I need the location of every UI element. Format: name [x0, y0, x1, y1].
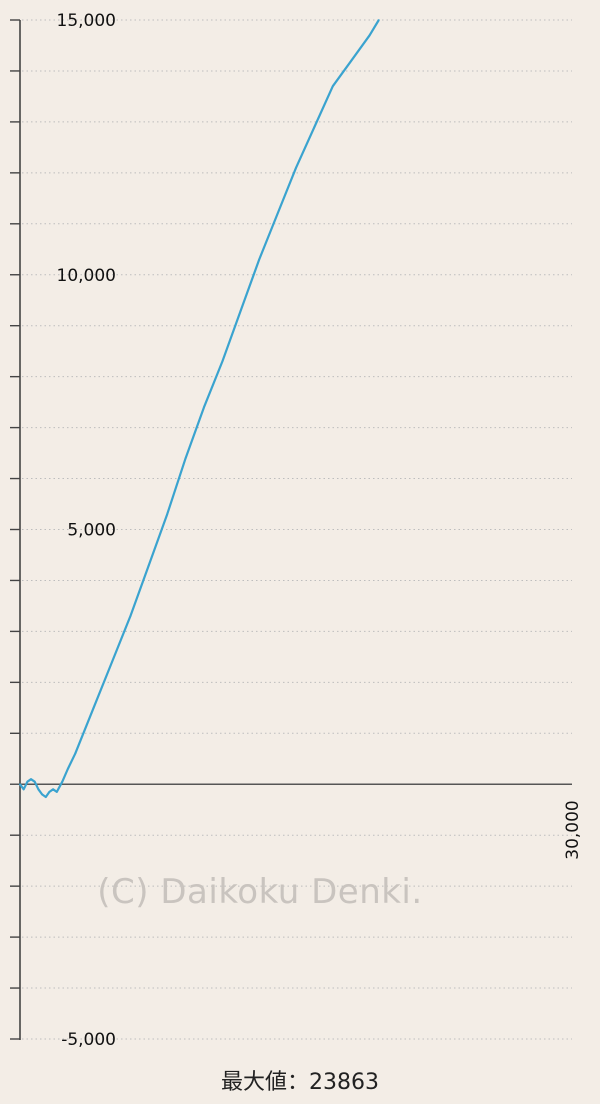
data-point — [331, 85, 334, 88]
data-point — [74, 752, 77, 755]
axes — [10, 19, 572, 1040]
data-point — [22, 788, 25, 791]
data-point — [147, 564, 150, 567]
data-point — [350, 59, 353, 62]
series-line — [19, 19, 380, 799]
series-layer — [19, 19, 380, 799]
data-point — [129, 615, 132, 618]
y-tick-label: 15,000 — [57, 11, 116, 31]
data-point — [26, 780, 29, 783]
data-point — [368, 34, 371, 37]
data-point — [203, 406, 205, 409]
data-point — [41, 793, 43, 796]
data-point — [44, 796, 47, 798]
y-tick-label: 10,000 — [57, 266, 116, 286]
data-point — [239, 309, 242, 312]
data-point — [30, 778, 32, 781]
watermark: (C) Daikoku Denki. — [97, 872, 422, 912]
data-point — [295, 166, 297, 169]
max-value-label: 最大値：23863 — [221, 1070, 379, 1095]
y-tick-label: 5,000 — [67, 521, 116, 541]
y-tick-label: -5,000 — [61, 1030, 116, 1050]
data-point — [52, 788, 55, 791]
data-point — [313, 126, 316, 128]
data-point — [221, 360, 224, 363]
data-point — [37, 788, 40, 791]
data-point — [61, 780, 64, 783]
gridlines — [22, 19, 572, 1040]
tick-labels: 15,000 10,000 5,000 -5,000 30,000 — [57, 11, 583, 1050]
x-tick-label: 30,000 — [563, 800, 583, 859]
data-point — [184, 457, 187, 460]
data-point — [92, 706, 95, 709]
data-point — [66, 768, 69, 770]
data-point — [55, 790, 58, 793]
data-point — [258, 258, 261, 261]
data-point — [33, 780, 36, 783]
data-point — [111, 661, 113, 663]
data-point — [377, 19, 380, 21]
data-point — [48, 790, 51, 793]
data-point — [166, 513, 169, 516]
data-point — [19, 783, 21, 786]
data-point — [276, 212, 279, 215]
